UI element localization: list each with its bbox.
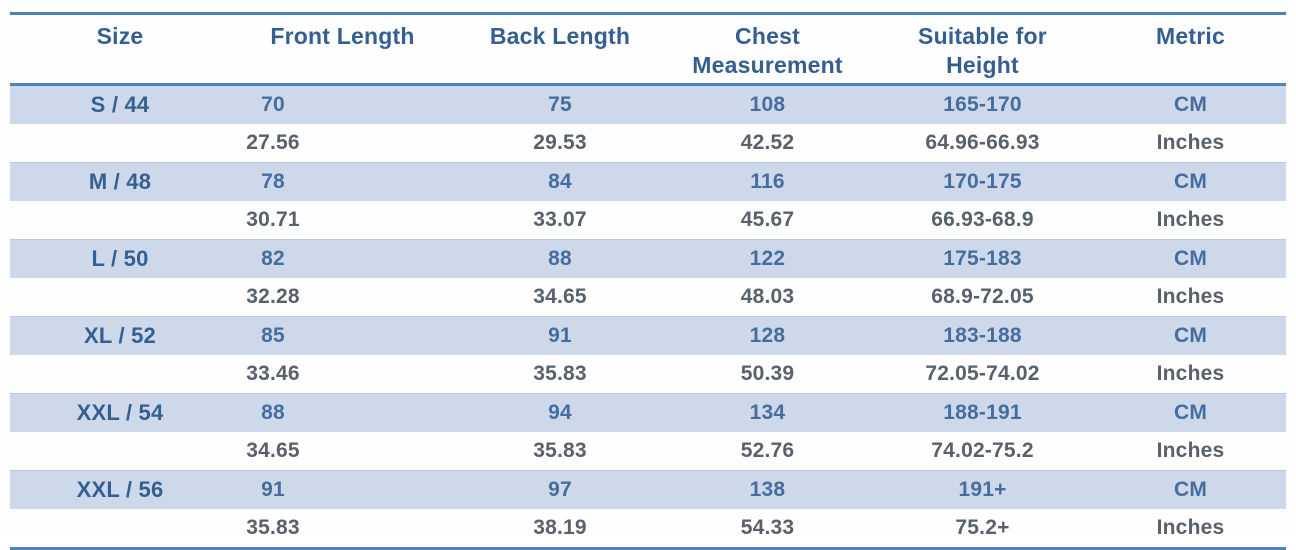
- height-range-cell: 165-170: [870, 84, 1095, 124]
- size-chart-table: Size Front Length Back Length Chest Meas…: [10, 12, 1286, 550]
- size-cell: [10, 432, 230, 471]
- column-header-suitable-for-height: Suitable for Height: [918, 23, 1047, 78]
- size-cell: L / 50: [10, 239, 230, 278]
- metric-cell: CM: [1095, 162, 1286, 201]
- back-length-cell: 91: [455, 316, 665, 355]
- front-length-cell: 30.71: [246, 208, 300, 231]
- chest-measurement-cell: 45.67: [740, 208, 795, 231]
- back-length-cell: 35.83: [533, 439, 587, 462]
- column-header-chest-measurement: Chest Measurement: [692, 23, 843, 78]
- size-cell: S / 44: [10, 84, 230, 124]
- metric-cell: Inches: [1156, 362, 1225, 385]
- back-length-cell: 75: [455, 84, 665, 124]
- front-length-cell: 91: [230, 470, 455, 509]
- table-row-l50-inches: 32.28 34.65 48.03 68.9-72.05 Inches: [10, 278, 1286, 317]
- table-row-xxl56-inches: 35.83 38.19 54.33 75.2+ Inches: [10, 509, 1286, 549]
- metric-cell: CM: [1095, 316, 1286, 355]
- column-header-size: Size: [96, 23, 144, 49]
- metric-cell: Inches: [1156, 285, 1225, 308]
- metric-cell: Inches: [1156, 516, 1225, 539]
- front-length-cell: 33.46: [246, 362, 300, 385]
- height-range-cell: 68.9-72.05: [931, 285, 1034, 308]
- chest-measurement-cell: 122: [665, 239, 870, 278]
- size-cell: XL / 52: [10, 316, 230, 355]
- back-length-cell: 94: [455, 393, 665, 432]
- front-length-cell: 32.28: [246, 285, 300, 308]
- column-header-metric: Metric: [1156, 23, 1225, 49]
- height-range-cell: 74.02-75.2: [931, 439, 1034, 462]
- chest-measurement-cell: 108: [665, 84, 870, 124]
- front-length-cell: 34.65: [246, 439, 300, 462]
- height-range-cell: 75.2+: [955, 516, 1010, 539]
- chest-measurement-cell: 48.03: [740, 285, 795, 308]
- height-range-cell: 170-175: [870, 162, 1095, 201]
- size-cell: [10, 509, 230, 549]
- back-length-cell: 84: [455, 162, 665, 201]
- table-row-m48-cm: M / 48 78 84 116 170-175 CM: [10, 162, 1286, 201]
- table-row-s44-inches: 27.56 29.53 42.52 64.96-66.93 Inches: [10, 124, 1286, 163]
- metric-cell: CM: [1095, 470, 1286, 509]
- height-range-cell: 72.05-74.02: [925, 362, 1040, 385]
- chest-measurement-cell: 134: [665, 393, 870, 432]
- back-length-cell: 35.83: [533, 362, 587, 385]
- front-length-cell: 85: [230, 316, 455, 355]
- metric-cell: Inches: [1156, 208, 1225, 231]
- chest-measurement-cell: 50.39: [740, 362, 795, 385]
- table-header: Size Front Length Back Length Chest Meas…: [10, 14, 1286, 85]
- size-cell: [10, 355, 230, 394]
- column-header-back-length: Back Length: [489, 23, 631, 49]
- table-row-xl52-cm: XL / 52 85 91 128 183-188 CM: [10, 316, 1286, 355]
- front-length-cell: 27.56: [246, 131, 300, 154]
- chest-measurement-cell: 116: [665, 162, 870, 201]
- size-cell: XXL / 56: [10, 470, 230, 509]
- header-row: Size Front Length Back Length Chest Meas…: [10, 14, 1286, 85]
- height-range-cell: 188-191: [870, 393, 1095, 432]
- height-range-cell: 64.96-66.93: [925, 131, 1040, 154]
- metric-cell: Inches: [1156, 439, 1225, 462]
- front-length-cell: 82: [230, 239, 455, 278]
- height-range-cell: 175-183: [870, 239, 1095, 278]
- size-cell: M / 48: [10, 162, 230, 201]
- back-length-cell: 33.07: [533, 208, 587, 231]
- size-cell: [10, 201, 230, 240]
- metric-cell: CM: [1095, 393, 1286, 432]
- chest-measurement-cell: 52.76: [740, 439, 795, 462]
- size-cell: [10, 278, 230, 317]
- size-cell: XXL / 54: [10, 393, 230, 432]
- size-cell: [10, 124, 230, 163]
- metric-cell: CM: [1095, 84, 1286, 124]
- front-length-cell: 70: [230, 84, 455, 124]
- table-body: S / 44 70 75 108 165-170 CM 27.56 29.53 …: [10, 84, 1286, 549]
- table-row-xl52-inches: 33.46 35.83 50.39 72.05-74.02 Inches: [10, 355, 1286, 394]
- height-range-cell: 191+: [870, 470, 1095, 509]
- size-chart-screenshot: Size Front Length Back Length Chest Meas…: [10, 12, 1286, 549]
- table-row-l50-cm: L / 50 82 88 122 175-183 CM: [10, 239, 1286, 278]
- metric-cell: Inches: [1156, 131, 1225, 154]
- back-length-cell: 97: [455, 470, 665, 509]
- chest-measurement-cell: 138: [665, 470, 870, 509]
- table-row-s44-cm: S / 44 70 75 108 165-170 CM: [10, 84, 1286, 124]
- chest-measurement-cell: 54.33: [740, 516, 795, 539]
- front-length-cell: 35.83: [246, 516, 300, 539]
- table-row-xxl54-inches: 34.65 35.83 52.76 74.02-75.2 Inches: [10, 432, 1286, 471]
- front-length-cell: 88: [230, 393, 455, 432]
- back-length-cell: 38.19: [533, 516, 587, 539]
- metric-cell: CM: [1095, 239, 1286, 278]
- front-length-cell: 78: [230, 162, 455, 201]
- column-header-front-length: Front Length: [270, 23, 415, 49]
- chest-measurement-cell: 42.52: [740, 131, 795, 154]
- table-row-xxl54-cm: XXL / 54 88 94 134 188-191 CM: [10, 393, 1286, 432]
- back-length-cell: 34.65: [533, 285, 587, 308]
- chest-measurement-cell: 128: [665, 316, 870, 355]
- height-range-cell: 183-188: [870, 316, 1095, 355]
- back-length-cell: 88: [455, 239, 665, 278]
- table-row-m48-inches: 30.71 33.07 45.67 66.93-68.9 Inches: [10, 201, 1286, 240]
- table-row-xxl56-cm: XXL / 56 91 97 138 191+ CM: [10, 470, 1286, 509]
- back-length-cell: 29.53: [533, 131, 587, 154]
- height-range-cell: 66.93-68.9: [931, 208, 1034, 231]
